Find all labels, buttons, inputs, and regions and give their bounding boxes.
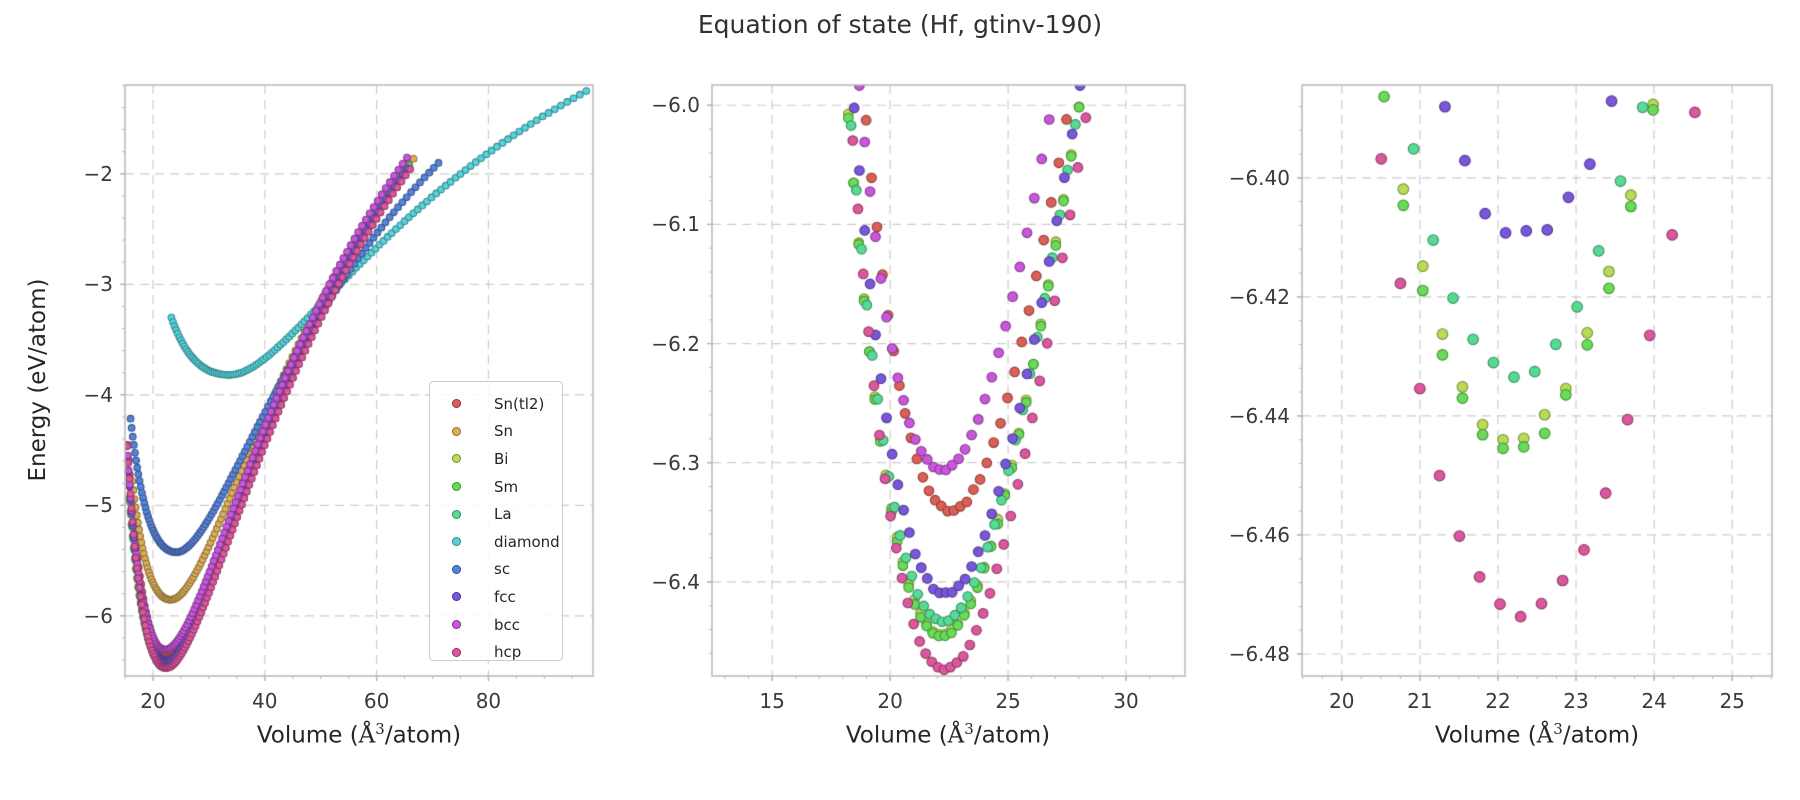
subplot1-y-tick-label: −4 [83,382,113,407]
legend-entry-bcc: bcc [430,611,562,639]
legend-marker-icon [452,537,461,547]
subplot2-x-tick-label: 15 [759,689,785,713]
subplot3-x-tick-label: 22 [1485,689,1511,713]
legend-marker-icon [452,482,461,492]
subplot2-y-tick-label: −6.1 [651,212,700,237]
legend-entry-sm: Sm [430,473,562,501]
subplot1-x-tick-label: 80 [475,689,502,713]
subplot3-x-tick-label: 23 [1563,689,1589,713]
subplot1-y-tick-label: −3 [83,272,113,297]
legend-label: hcp [494,643,522,662]
legend-label: Bi [494,449,509,468]
subplot1-x-tick-label: 20 [140,689,166,713]
subplot2-x-tick-label: 30 [1113,689,1139,713]
legend-marker-icon [452,564,461,574]
legend-marker-icon [452,426,461,436]
figure-title: Equation of state (Hf, gtinv-190) [697,10,1103,39]
subplot3-x-tick-label: 20 [1329,689,1355,713]
subplot3-y-tick-label: −6.42 [1228,284,1290,309]
legend-label: diamond [494,532,560,551]
legend-marker-icon [452,509,461,519]
legend-marker-icon [452,592,461,602]
subplot1-x-tick-label: 40 [252,689,278,713]
legend-entry-la: La [430,500,562,528]
legend-entry-diamond: diamond [430,528,562,556]
legend-marker-icon [452,399,461,409]
subplot3-x-tick-label: 24 [1641,689,1667,713]
legend-marker-icon [452,620,461,630]
y-axis-label: Energy (eV/atom) [25,278,51,482]
legend-label: Sn [494,422,514,441]
subplot1-y-tick-label: −2 [83,161,113,186]
subplot1-y-tick-label: −5 [83,493,113,518]
x-axis-label-subplot3: Volume (Å3/atom) [1434,720,1640,749]
legend-entry-fcc: fcc [430,583,562,611]
legend-label: Sn(tl2) [494,394,545,413]
legend-entry-sn-tl2-: Sn(tl2) [430,390,562,418]
subplot2-y-tick-label: −6.3 [651,450,700,475]
subplot2-x-tick-label: 20 [877,689,903,713]
legend-entry-hcp: hcp [430,638,562,666]
x-axis-label-subplot1: Volume (Å3/atom) [256,720,462,749]
subplot2-y-tick-label: −6.4 [651,569,700,594]
legend-entry-sc: sc [430,556,562,584]
legend-label: sc [494,560,511,579]
legend-entry-sn: Sn [430,418,562,446]
legend-marker-icon [452,454,461,464]
subplot2-x-tick-label: 25 [995,689,1021,713]
legend-label: fcc [494,587,516,606]
legend-label: bcc [494,615,521,634]
legend-label: Sm [494,477,519,496]
subplot1-y-tick-label: −6 [83,603,113,628]
subplot3-y-tick-label: −6.46 [1228,522,1290,547]
subplot3-x-tick-label: 25 [1719,689,1745,713]
subplot1-x-tick-label: 60 [363,689,390,713]
legend-marker-icon [452,647,461,657]
subplot3-y-tick-label: −6.44 [1228,403,1290,428]
x-axis-label-subplot2: Volume (Å3/atom) [845,720,1051,749]
legend-label: La [494,505,512,524]
subplot2-y-tick-label: −6.0 [651,93,700,118]
subplot3-y-tick-label: −6.40 [1228,165,1290,190]
legend: Sn(tl2) Sn Bi Sm La diamond sc fcc bcc hcp [429,381,563,661]
subplot3-x-tick-label: 21 [1407,689,1433,713]
subplot3-y-tick-label: −6.48 [1228,641,1290,666]
legend-entry-bi: Bi [430,445,562,473]
subplot2-y-tick-label: −6.2 [651,331,700,356]
